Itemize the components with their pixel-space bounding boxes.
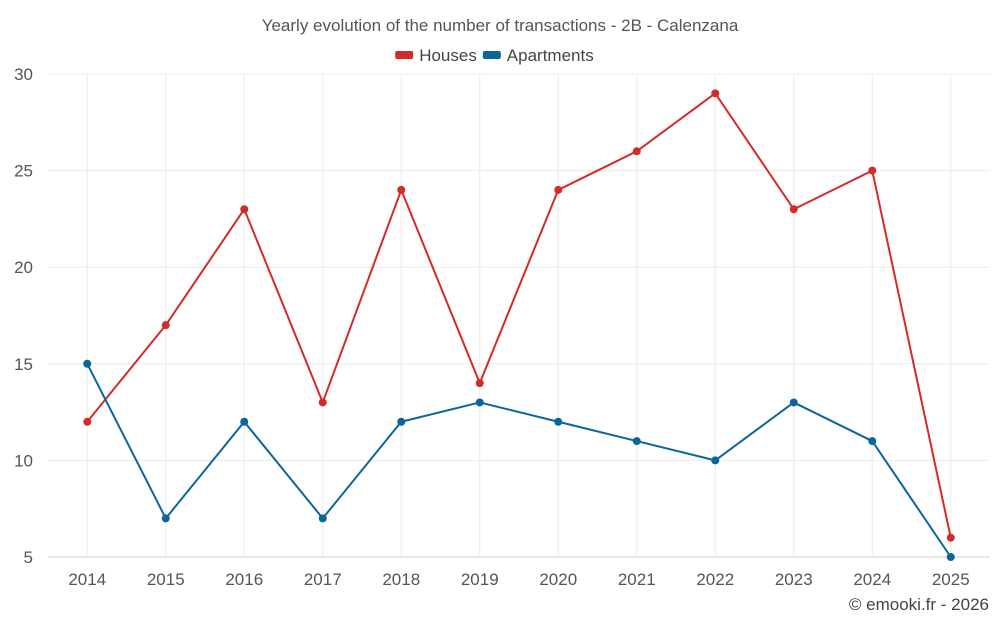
data-point[interactable]: [83, 417, 92, 426]
data-point[interactable]: [554, 185, 563, 194]
series-apartments: [83, 359, 955, 561]
chart-title: Yearly evolution of the number of transa…: [262, 16, 739, 35]
data-point[interactable]: [240, 205, 249, 214]
data-point[interactable]: [868, 166, 877, 175]
data-point[interactable]: [946, 533, 955, 542]
data-point[interactable]: [789, 205, 798, 214]
y-tick-label: 25: [14, 162, 33, 181]
series: [83, 89, 955, 561]
x-tick-label: 2016: [225, 570, 263, 589]
legend-label: Apartments: [507, 46, 594, 65]
legend-item-houses[interactable]: Houses: [395, 46, 477, 65]
data-point[interactable]: [868, 437, 877, 446]
data-point[interactable]: [711, 456, 720, 465]
x-tick-label: 2018: [382, 570, 420, 589]
grid: [48, 73, 990, 558]
legend-item-apartments[interactable]: Apartments: [482, 46, 594, 65]
series-line: [86, 363, 952, 558]
x-tick-label: 2020: [539, 570, 577, 589]
data-point[interactable]: [632, 147, 641, 156]
data-point[interactable]: [83, 359, 92, 368]
x-tick-label: 2021: [618, 570, 656, 589]
data-point[interactable]: [789, 398, 798, 407]
data-point[interactable]: [475, 379, 484, 388]
data-point[interactable]: [475, 398, 484, 407]
x-tick-label: 2022: [696, 570, 734, 589]
x-tick-label: 2024: [853, 570, 891, 589]
legend-swatch: [395, 51, 414, 59]
y-tick-label: 10: [14, 451, 33, 470]
data-point[interactable]: [946, 553, 955, 561]
y-tick-label: 20: [14, 258, 33, 277]
data-point[interactable]: [240, 417, 249, 426]
x-tick-label: 2025: [932, 570, 970, 589]
data-point[interactable]: [397, 417, 406, 426]
data-point[interactable]: [632, 437, 641, 446]
series-line: [86, 92, 952, 538]
x-tick-label: 2014: [68, 570, 106, 589]
x-tick-label: 2015: [147, 570, 185, 589]
legend[interactable]: Houses Apartments: [395, 46, 594, 65]
credit-text: © emooki.fr - 2026: [849, 595, 989, 614]
legend-swatch: [482, 51, 501, 59]
x-tick-label: 2023: [775, 570, 813, 589]
y-tick-label: 30: [14, 65, 33, 84]
data-point[interactable]: [161, 514, 170, 523]
legend-label: Houses: [419, 46, 477, 65]
data-point[interactable]: [554, 417, 563, 426]
data-point[interactable]: [161, 321, 170, 330]
x-tick-label: 2019: [461, 570, 499, 589]
data-point[interactable]: [318, 398, 327, 407]
x-tick-label: 2017: [304, 570, 342, 589]
y-tick-label: 5: [24, 548, 33, 567]
y-tick-label: 15: [14, 355, 33, 374]
data-point[interactable]: [318, 514, 327, 523]
data-point[interactable]: [397, 185, 406, 194]
data-point[interactable]: [711, 89, 720, 98]
series-houses: [83, 89, 955, 542]
